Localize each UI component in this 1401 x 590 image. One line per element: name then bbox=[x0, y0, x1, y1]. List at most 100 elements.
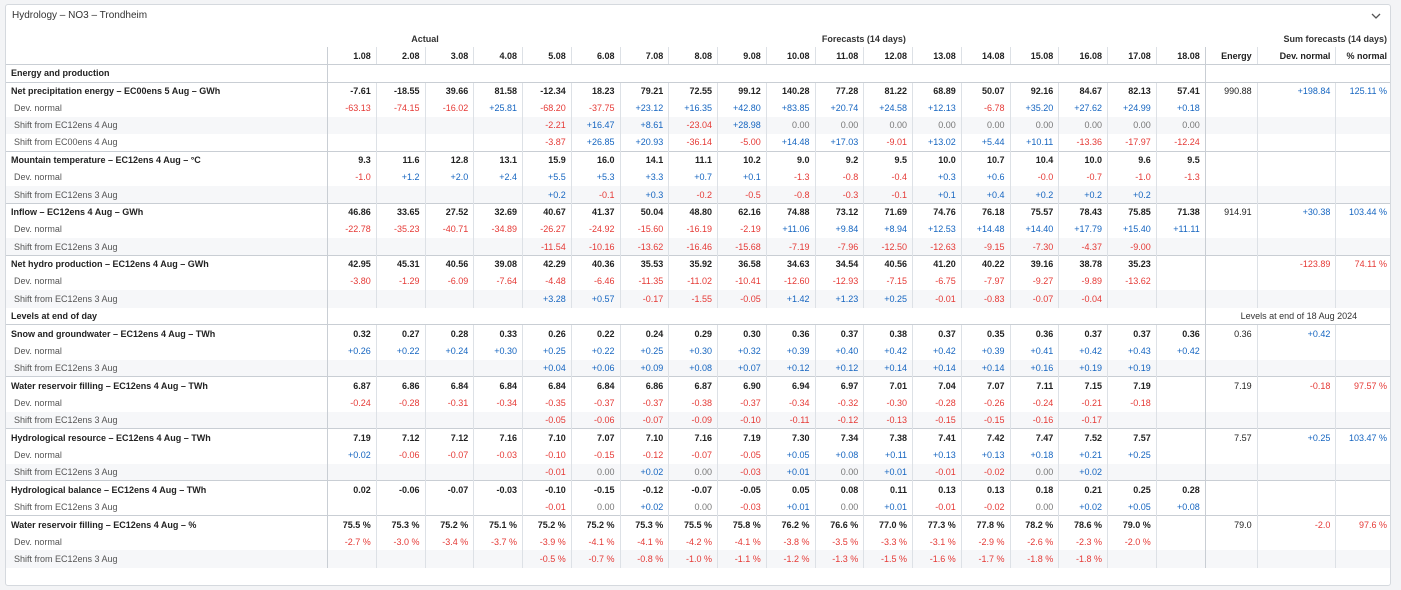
value-cell: -1.8 % bbox=[1009, 550, 1059, 568]
value-cell: 77.28 bbox=[814, 81, 864, 100]
value-cell: -5.00 bbox=[717, 134, 767, 152]
value-cell: -7.96 bbox=[814, 238, 864, 256]
sum-cell bbox=[1204, 342, 1258, 360]
value-cell bbox=[1155, 376, 1206, 395]
value-cell: -13.62 bbox=[619, 238, 669, 256]
value-cell: 27.52 bbox=[424, 202, 474, 221]
value-cell: 0.11 bbox=[863, 480, 913, 499]
value-cell bbox=[473, 550, 523, 568]
value-cell: 11.1 bbox=[668, 150, 718, 169]
value-cell: -0.01 bbox=[522, 463, 572, 481]
value-cell: 0.25 bbox=[1107, 480, 1157, 499]
value-cell: 140.28 bbox=[765, 81, 816, 100]
value-cell: 7.10 bbox=[619, 428, 669, 447]
date-header: 8.08 bbox=[668, 47, 718, 66]
value-cell: -0.24 bbox=[1009, 394, 1059, 412]
value-cell: -10.16 bbox=[570, 238, 621, 256]
value-cell: +0.02 bbox=[327, 446, 377, 464]
value-cell: 39.08 bbox=[473, 254, 523, 273]
value-cell: 0.28 bbox=[1155, 480, 1206, 499]
metric-row: Mountain temperature – EC12ens 4 Aug – °… bbox=[6, 150, 1390, 169]
panel-title: Hydrology – NO3 – Trondheim bbox=[12, 10, 148, 21]
value-cell: 0.26 bbox=[522, 324, 572, 343]
value-cell: 79.21 bbox=[619, 81, 669, 100]
value-cell: 6.90 bbox=[717, 376, 767, 395]
value-cell: 71.38 bbox=[1155, 202, 1206, 221]
value-cell: 9.5 bbox=[863, 150, 913, 169]
sum-cell: -123.89 bbox=[1256, 254, 1336, 273]
value-cell bbox=[327, 238, 377, 256]
row-label: Shift from EC00ens 4 Aug bbox=[14, 137, 118, 148]
value-cell: -0.10 bbox=[522, 480, 572, 499]
sum-cell bbox=[1256, 134, 1336, 152]
value-cell: 72.55 bbox=[668, 81, 718, 100]
value-cell: 84.67 bbox=[1058, 81, 1108, 100]
sum-cell bbox=[1204, 186, 1258, 204]
detail-row: Shift from EC12ens 3 Aug -0.5 % -0.7 % -0.8… bbox=[6, 550, 1390, 568]
value-cell: 40.36 bbox=[570, 254, 621, 273]
value-cell: -0.06 bbox=[375, 480, 426, 499]
value-cell: +16.35 bbox=[668, 99, 718, 117]
value-cell: -13.62 bbox=[1107, 272, 1157, 291]
value-cell: -0.12 bbox=[814, 411, 864, 429]
row-label: Shift from EC12ens 4 Aug bbox=[6, 116, 328, 135]
value-cell: -0.8 % bbox=[619, 550, 669, 568]
value-cell: 46.86 bbox=[327, 202, 377, 221]
value-cell: -3.7 % bbox=[473, 532, 523, 551]
detail-row: Dev. normal -3.80 -1.29 -6.09 -7.64 -4.48 -6.4… bbox=[6, 272, 1390, 291]
value-cell: -0.12 bbox=[619, 480, 669, 499]
value-cell: 0.00 bbox=[668, 463, 718, 481]
value-cell: 0.00 bbox=[765, 116, 816, 135]
value-cell bbox=[1155, 254, 1206, 273]
chevron-down-icon[interactable] bbox=[1369, 10, 1383, 22]
value-cell bbox=[375, 116, 426, 135]
value-cell: 81.22 bbox=[863, 81, 913, 100]
value-cell bbox=[1155, 359, 1206, 377]
value-cell: -1.3 bbox=[765, 168, 816, 187]
value-cell: -7.19 bbox=[765, 238, 816, 256]
value-cell: -3.80 bbox=[327, 272, 377, 291]
value-cell: +3.28 bbox=[522, 290, 572, 308]
value-cell: -1.29 bbox=[375, 272, 426, 291]
value-cell: 40.56 bbox=[424, 254, 474, 273]
row-label: Snow and groundwater – EC12ens 4 Aug – T… bbox=[6, 324, 328, 343]
value-cell bbox=[327, 550, 377, 568]
value-cell: -0.31 bbox=[424, 394, 474, 412]
value-cell: 76.18 bbox=[960, 202, 1011, 221]
value-cell: -12.50 bbox=[863, 238, 913, 256]
value-cell: 76.2 % bbox=[765, 515, 816, 533]
value-cell: -1.0 % bbox=[668, 550, 718, 568]
value-cell: 0.36 bbox=[1009, 324, 1059, 343]
value-cell: +42.80 bbox=[717, 99, 767, 117]
value-cell: +8.61 bbox=[619, 116, 669, 135]
value-cell: 40.67 bbox=[522, 202, 572, 221]
value-cell: 78.43 bbox=[1058, 202, 1108, 221]
value-cell bbox=[327, 498, 377, 516]
value-cell: +0.24 bbox=[424, 342, 474, 360]
value-cell: -0.8 bbox=[814, 168, 864, 187]
sum-cell bbox=[1335, 480, 1390, 499]
value-cell: +0.57 bbox=[570, 290, 621, 308]
value-cell: 75.2 % bbox=[424, 515, 474, 533]
value-cell: +0.42 bbox=[912, 342, 962, 360]
header-spacer bbox=[6, 30, 328, 47]
value-cell: 68.89 bbox=[912, 81, 962, 100]
hydrology-table: Actual Forecasts (14 days) Sum forecasts… bbox=[6, 30, 1390, 568]
value-cell: -0.15 bbox=[570, 480, 621, 499]
value-cell: 39.16 bbox=[1009, 254, 1059, 273]
metric-row: Hydrological balance – EC12ens 4 Aug – T… bbox=[6, 480, 1390, 499]
value-cell: 6.87 bbox=[327, 376, 377, 395]
sum-cell bbox=[1335, 134, 1390, 152]
value-cell: 7.19 bbox=[717, 428, 767, 447]
value-cell: +0.18 bbox=[1155, 99, 1206, 117]
metric-row: Net hydro production – EC12ens 4 Aug – G… bbox=[6, 254, 1390, 273]
date-header: 11.08 bbox=[814, 47, 864, 66]
date-header: 15.08 bbox=[1009, 47, 1059, 66]
value-cell: -0.06 bbox=[375, 446, 426, 464]
sum-cell bbox=[1335, 532, 1390, 551]
value-cell bbox=[473, 498, 523, 516]
value-cell: 6.84 bbox=[522, 376, 572, 395]
value-cell: 0.00 bbox=[960, 116, 1011, 135]
date-header: 18.08 bbox=[1155, 47, 1206, 66]
value-cell: -0.21 bbox=[1058, 394, 1108, 412]
